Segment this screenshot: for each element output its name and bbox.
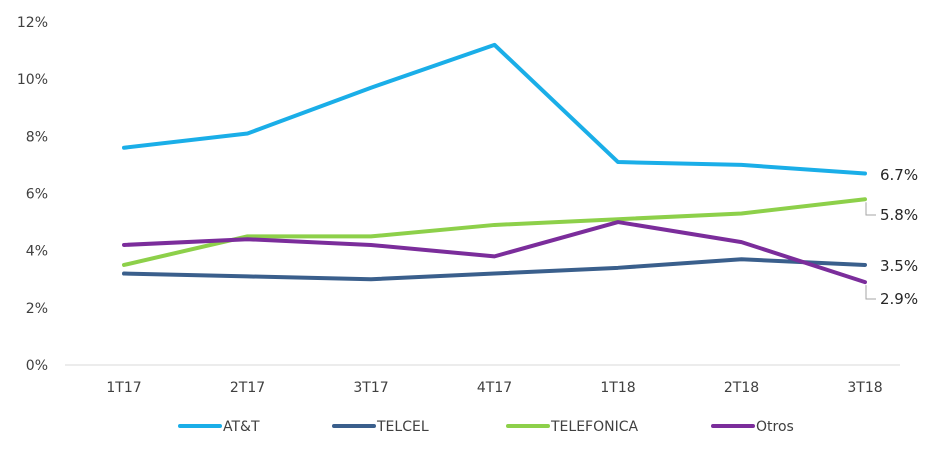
series-lines [122, 42, 867, 285]
y-tick-label: 10% [17, 72, 48, 88]
leader-line-telefonica [865, 202, 876, 216]
x-axis: 1T17 2T17 3T17 4T17 1T18 2T18 3T18 [65, 364, 900, 396]
legend-label-otros: Otros [756, 419, 794, 435]
y-tick-label: 0% [26, 358, 48, 374]
x-tick-label: 2T17 [230, 380, 265, 396]
y-tick-label: 6% [26, 187, 48, 203]
legend-label-at-t: AT&T [223, 419, 260, 435]
y-tick-label: 8% [26, 129, 48, 145]
y-tick-label: 4% [26, 244, 48, 260]
legend: AT&T TELCEL TELEFONICA Otros [178, 419, 794, 435]
x-tick-label: 3T18 [847, 380, 882, 396]
end-labels: 6.7% 3.5% 5.8% 2.9% [865, 166, 918, 308]
x-tick-label: 3T17 [353, 380, 388, 396]
x-tick-label: 4T17 [477, 380, 512, 396]
end-label-telcel: 3.5% [880, 257, 918, 275]
y-tick-label: 12% [17, 15, 48, 31]
legend-label-telcel: TELCEL [376, 419, 429, 435]
series-line-at-t [122, 42, 867, 176]
leader-line-otros [865, 285, 876, 300]
x-tick-label: 2T18 [724, 380, 759, 396]
x-tick-label: 1T18 [600, 380, 635, 396]
end-label-telefonica: 5.8% [880, 206, 918, 224]
y-tick-label: 2% [26, 301, 48, 317]
x-tick-label: 1T17 [106, 380, 141, 396]
series-line-telcel [122, 257, 867, 282]
end-label-otros: 2.9% [880, 290, 918, 308]
series-line-otros [122, 220, 867, 285]
legend-label-telefonica: TELEFONICA [550, 419, 638, 435]
end-label-at-t: 6.7% [880, 166, 918, 184]
series-line-telefonica [122, 197, 867, 267]
y-axis: 0% 2% 4% 6% 8% 10% 12% [17, 15, 48, 374]
